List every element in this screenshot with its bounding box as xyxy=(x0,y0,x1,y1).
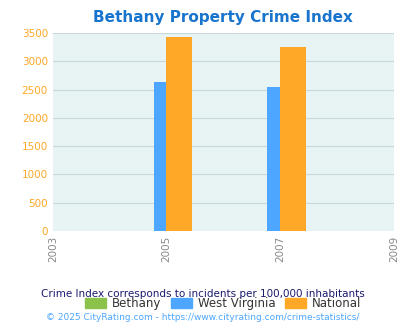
Bar xyxy=(166,37,192,231)
Bar xyxy=(267,87,292,231)
Title: Bethany Property Crime Index: Bethany Property Crime Index xyxy=(93,10,352,25)
Bar xyxy=(279,47,305,231)
Text: © 2025 CityRating.com - https://www.cityrating.com/crime-statistics/: © 2025 CityRating.com - https://www.city… xyxy=(46,313,359,322)
Legend: Bethany, West Virginia, National: Bethany, West Virginia, National xyxy=(80,292,365,315)
Text: Crime Index corresponds to incidents per 100,000 inhabitants: Crime Index corresponds to incidents per… xyxy=(41,289,364,299)
Bar xyxy=(153,82,179,231)
